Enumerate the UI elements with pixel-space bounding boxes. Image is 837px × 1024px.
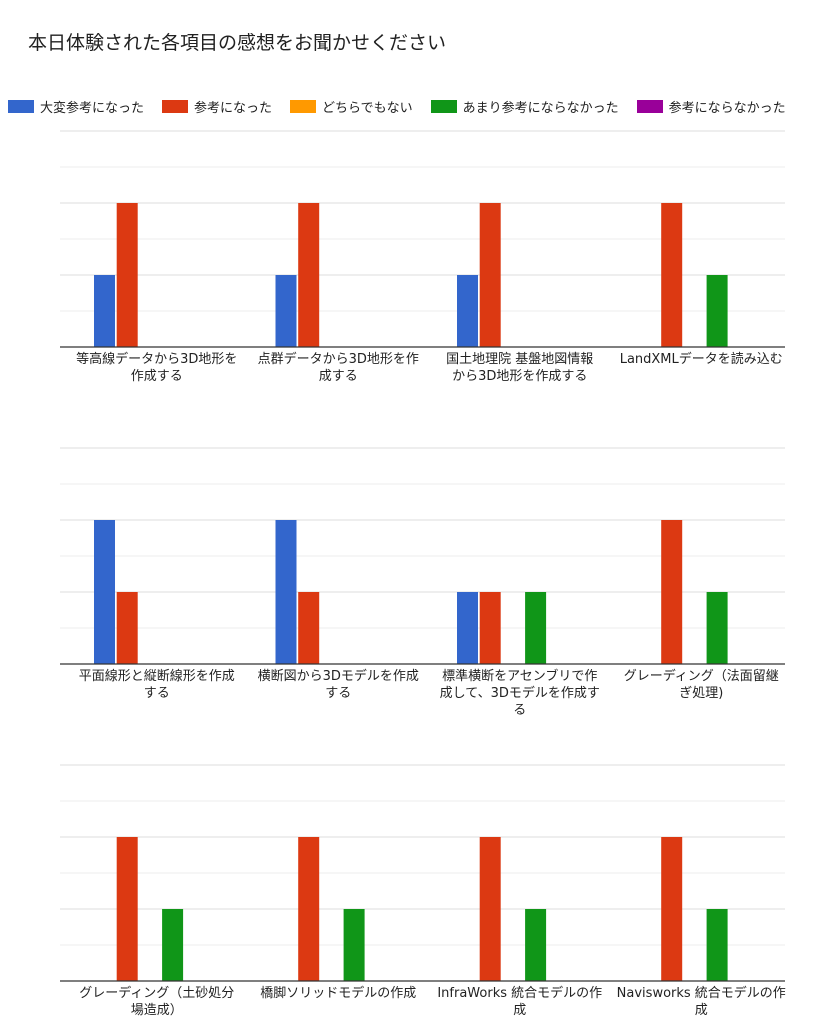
category-label: 横断図から3Dモデルを作成する (258, 668, 419, 701)
category-label-line: グレーディング（土砂処分 (79, 985, 234, 1001)
category-label-line: 点群データから3D地形を作 (258, 351, 419, 367)
category-label-line: 成 (513, 1003, 526, 1018)
bar (706, 909, 728, 981)
category-label: InfraWorks 統合モデルの作成 (437, 985, 602, 1018)
legend-swatch (430, 99, 457, 113)
bar (661, 520, 683, 664)
bar (275, 520, 297, 664)
category-label: グレーディング（法面留継ぎ処理) (624, 668, 779, 701)
category-label: 標準横断をアセンブリで作成して、3Dモデルを作成する (440, 668, 600, 718)
legend-swatch (290, 99, 317, 113)
bar (116, 837, 138, 981)
category-label-line: 成する (319, 369, 358, 384)
category-label-line: から3D地形を作成する (452, 369, 587, 384)
category-label: 平面線形と縦断線形を作成する (79, 668, 235, 701)
bar (298, 203, 320, 347)
bar (298, 592, 320, 664)
category-label-line: 国土地理院 基盤地図情報 (446, 352, 593, 367)
category-label-line: LandXMLデータを読み込む (620, 351, 783, 367)
legend-label: 参考になった (194, 100, 273, 116)
bar (479, 203, 501, 347)
legend-label: あまり参考にならなかった (462, 100, 619, 116)
legend-item[interactable]: 参考にならなかった (636, 97, 786, 116)
category-label-line: 作成する (131, 369, 183, 384)
category-label-line: 平面線形と縦断線形を作成 (79, 668, 235, 684)
category-label: 点群データから3D地形を作成する (258, 351, 419, 384)
bar (525, 909, 547, 981)
bar (116, 203, 138, 347)
legend-item[interactable]: あまり参考にならなかった (430, 97, 619, 116)
category-label-line: る (513, 703, 526, 718)
category-label: LandXMLデータを読み込む (620, 351, 783, 367)
bar (525, 592, 547, 664)
legend-item[interactable]: 大変参考になった (8, 97, 144, 116)
category-label: Navisworks 統合モデルの作成 (617, 985, 786, 1018)
category-label-line: 場造成） (131, 1003, 183, 1018)
category-label-line: 標準横断をアセンブリで作 (442, 668, 597, 684)
category-label-line: ぎ処理) (679, 686, 723, 701)
bar (457, 275, 478, 347)
bar (479, 592, 501, 664)
category-label-line: する (144, 686, 170, 701)
category-label: 国土地理院 基盤地図情報から3D地形を作成する (446, 352, 593, 384)
bar (457, 592, 478, 664)
category-label-line: Navisworks 統合モデルの作 (617, 985, 786, 1001)
bar (343, 909, 365, 981)
bar (706, 275, 728, 347)
bar (275, 275, 297, 347)
legend-item[interactable]: どちらでもない (290, 97, 413, 116)
legend-label: 参考にならなかった (668, 100, 786, 116)
legend-label: 大変参考になった (40, 100, 145, 116)
bar (298, 837, 320, 981)
category-label-line: グレーディング（法面留継 (624, 668, 779, 684)
bar (94, 520, 115, 664)
legend: 大変参考になった 参考になった どちらでもない あまり参考にならなかった 参考にならなか… (8, 96, 786, 116)
legend-label: どちらでもない (322, 100, 413, 116)
category-label-line: する (325, 686, 351, 701)
legend-swatch (162, 99, 189, 113)
category-label: グレーディング（土砂処分場造成） (79, 985, 234, 1018)
page-title: 本日体験された各項目の感想をお聞かせください (28, 32, 447, 54)
category-label-line: 橋脚ソリッドモデルの作成 (260, 985, 416, 1001)
bar (116, 592, 138, 664)
bar (661, 203, 683, 347)
bar (661, 837, 683, 981)
bar (706, 592, 728, 664)
category-label-line: 成 (695, 1003, 708, 1018)
category-label: 橋脚ソリッドモデルの作成 (260, 985, 416, 1001)
legend-swatch (8, 99, 34, 113)
category-label-line: 横断図から3Dモデルを作成 (258, 668, 419, 684)
category-label: 等高線データから3D地形を作成する (76, 351, 237, 384)
legend-item[interactable]: 参考になった (162, 97, 272, 116)
legend-swatch (636, 99, 663, 113)
bar (94, 275, 115, 347)
bar (162, 909, 184, 981)
bar (479, 837, 501, 981)
category-label-line: 成して、3Dモデルを作成す (440, 685, 600, 701)
category-label-line: InfraWorks 統合モデルの作 (437, 985, 602, 1001)
category-label-line: 等高線データから3D地形を (76, 351, 237, 367)
